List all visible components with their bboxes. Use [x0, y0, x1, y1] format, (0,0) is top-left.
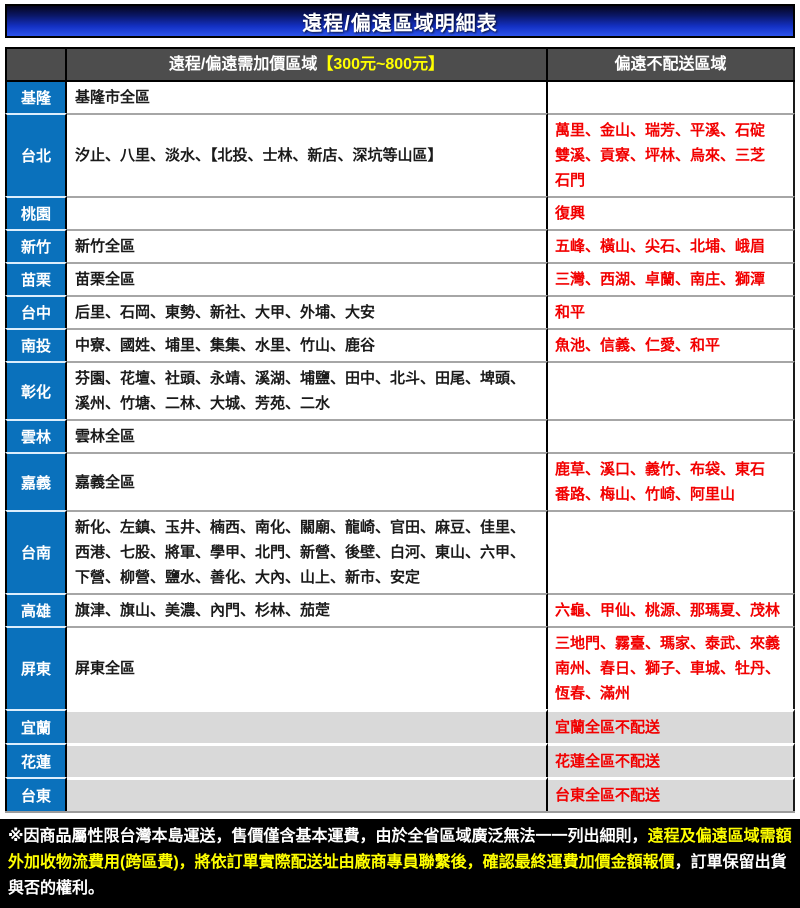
region-label: 基隆	[5, 82, 67, 113]
remote-area-detail-page: 遠程/偏遠區域明細表 遠程/偏遠需加價區域 【300元~800元】 偏遠不配送區域…	[0, 4, 800, 908]
region-label: 宜蘭	[5, 709, 67, 743]
surcharge-areas-cell: 新化、左鎮、玉井、楠西、南化、關廟、龍崎、官田、麻豆、佳里、西港、七股、將軍、學…	[67, 510, 548, 593]
surcharge-areas-cell: 基隆市全區	[67, 82, 548, 113]
table-row: 彰化 芬園、花壇、社頭、永靖、溪湖、埔鹽、田中、北斗、田尾、埤頭、溪州、竹塘、二…	[5, 361, 795, 419]
no-delivery-areas-cell	[548, 82, 795, 113]
no-delivery-areas-cell	[548, 510, 795, 593]
table-row: 雲林 雲林全區	[5, 419, 795, 452]
no-delivery-areas-cell: 復興	[548, 196, 795, 229]
no-delivery-areas-cell: 三灣、西湖、卓蘭、南庄、獅潭	[548, 262, 795, 295]
region-label: 花蓮	[5, 743, 67, 777]
table-title-bar: 遠程/偏遠區域明細表	[5, 4, 795, 38]
page-title: 遠程/偏遠區域明細表	[302, 12, 498, 35]
surcharge-areas-cell: 旗津、旗山、美濃、內門、杉林、茄萣	[67, 593, 548, 626]
header-corner-cell	[5, 49, 67, 80]
region-label: 台中	[5, 295, 67, 328]
shipping-footnote: ※因商品屬性限台灣本島運送，售價僅含基本運費，由於全省區域廣泛無法一一列出細則，…	[0, 819, 800, 908]
region-label: 桃園	[5, 196, 67, 229]
surcharge-areas-cell: 新竹全區	[67, 229, 548, 262]
surcharge-areas-cell: 苗栗全區	[67, 262, 548, 295]
region-label: 南投	[5, 328, 67, 361]
table-row: 台中 后里、石岡、東勢、新社、大甲、外埔、大安 和平	[5, 295, 795, 328]
surcharge-areas-cell: 屏東全區	[67, 626, 548, 709]
region-label: 屏東	[5, 626, 67, 709]
no-delivery-areas-cell: 萬里、金山、瑞芳、平溪、石碇 雙溪、貢寮、坪林、烏來、三芝 石門	[548, 113, 795, 196]
table-row: 基隆 基隆市全區	[5, 82, 795, 113]
surcharge-areas-cell	[67, 709, 548, 743]
no-delivery-areas-cell: 台東全區不配送	[548, 777, 795, 811]
no-delivery-areas-cell: 和平	[548, 295, 795, 328]
region-label: 高雄	[5, 593, 67, 626]
no-delivery-areas-cell: 宜蘭全區不配送	[548, 709, 795, 743]
region-table-body: 基隆 基隆市全區 台北 汐止、八里、淡水、【北投、士林、新店、深坑等山區】 萬里…	[5, 82, 795, 811]
surcharge-areas-cell	[67, 777, 548, 811]
surcharge-areas-cell	[67, 196, 548, 229]
no-delivery-areas-cell: 六龜、甲仙、桃源、那瑪夏、茂林	[548, 593, 795, 626]
region-label: 台東	[5, 777, 67, 811]
surcharge-areas-cell: 嘉義全區	[67, 452, 548, 510]
footnote-highlight-text: 遠程及偏遠區域需額外加收物流費用(跨區費)，將依訂單實際配送址由廠商專員聯繫後，…	[8, 828, 792, 871]
table-row: 新竹 新竹全區 五峰、橫山、尖石、北埔、峨眉	[5, 229, 795, 262]
table-row: 苗栗 苗栗全區 三灣、西湖、卓蘭、南庄、獅潭	[5, 262, 795, 295]
surcharge-header-price: 【300元~800元】	[317, 56, 445, 73]
no-delivery-areas-cell	[548, 419, 795, 452]
table-row: 高雄 旗津、旗山、美濃、內門、杉林、茄萣 六龜、甲仙、桃源、那瑪夏、茂林	[5, 593, 795, 626]
region-label: 雲林	[5, 419, 67, 452]
table-row: 花蓮 花蓮全區不配送	[5, 743, 795, 777]
table-row: 南投 中寮、國姓、埔里、集集、水里、竹山、鹿谷 魚池、信義、仁愛、和平	[5, 328, 795, 361]
region-label: 台北	[5, 113, 67, 196]
surcharge-areas-cell: 雲林全區	[67, 419, 548, 452]
surcharge-areas-cell	[67, 743, 548, 777]
surcharge-areas-cell: 芬園、花壇、社頭、永靖、溪湖、埔鹽、田中、北斗、田尾、埤頭、溪州、竹塘、二林、大…	[67, 361, 548, 419]
region-label: 苗栗	[5, 262, 67, 295]
delivery-region-table: 遠程/偏遠需加價區域 【300元~800元】 偏遠不配送區域 基隆 基隆市全區 台…	[5, 47, 795, 813]
table-row: 嘉義 嘉義全區 鹿草、溪口、義竹、布袋、東石 番路、梅山、竹崎、阿里山	[5, 452, 795, 510]
surcharge-column-header: 遠程/偏遠需加價區域 【300元~800元】	[67, 49, 548, 80]
footnote-suffix-text: ，訂單保留出貨與否的權利。	[8, 854, 787, 897]
table-row: 屏東 屏東全區 三地門、霧臺、瑪家、泰武、來義 南州、春日、獅子、車城、牡丹、 …	[5, 626, 795, 709]
surcharge-header-label: 遠程/偏遠需加價區域	[168, 56, 318, 73]
table-row: 台南 新化、左鎮、玉井、楠西、南化、關廟、龍崎、官田、麻豆、佳里、西港、七股、將…	[5, 510, 795, 593]
no-delivery-column-header: 偏遠不配送區域	[548, 49, 795, 80]
surcharge-areas-cell: 中寮、國姓、埔里、集集、水里、竹山、鹿谷	[67, 328, 548, 361]
no-delivery-areas-cell	[548, 361, 795, 419]
region-label: 台南	[5, 510, 67, 593]
surcharge-areas-cell: 汐止、八里、淡水、【北投、士林、新店、深坑等山區】	[67, 113, 548, 196]
table-row: 台東 台東全區不配送	[5, 777, 795, 811]
surcharge-areas-cell: 后里、石岡、東勢、新社、大甲、外埔、大安	[67, 295, 548, 328]
no-delivery-areas-cell: 花蓮全區不配送	[548, 743, 795, 777]
no-delivery-areas-cell: 鹿草、溪口、義竹、布袋、東石 番路、梅山、竹崎、阿里山	[548, 452, 795, 510]
footnote-prefix-text: ※因商品屬性限台灣本島運送，售價僅含基本運費，由於全省區域廣泛無法一一列出細則，	[8, 828, 648, 845]
region-label: 新竹	[5, 229, 67, 262]
table-row: 宜蘭 宜蘭全區不配送	[5, 709, 795, 743]
region-label: 嘉義	[5, 452, 67, 510]
no-delivery-areas-cell: 五峰、橫山、尖石、北埔、峨眉	[548, 229, 795, 262]
region-label: 彰化	[5, 361, 67, 419]
no-delivery-areas-cell: 三地門、霧臺、瑪家、泰武、來義 南州、春日、獅子、車城、牡丹、 恆春、滿州	[548, 626, 795, 709]
no-delivery-header-label: 偏遠不配送區域	[614, 56, 727, 73]
table-row: 桃園 復興	[5, 196, 795, 229]
table-row: 台北 汐止、八里、淡水、【北投、士林、新店、深坑等山區】 萬里、金山、瑞芳、平溪…	[5, 113, 795, 196]
no-delivery-areas-cell: 魚池、信義、仁愛、和平	[548, 328, 795, 361]
table-header-row: 遠程/偏遠需加價區域 【300元~800元】 偏遠不配送區域	[5, 49, 795, 82]
